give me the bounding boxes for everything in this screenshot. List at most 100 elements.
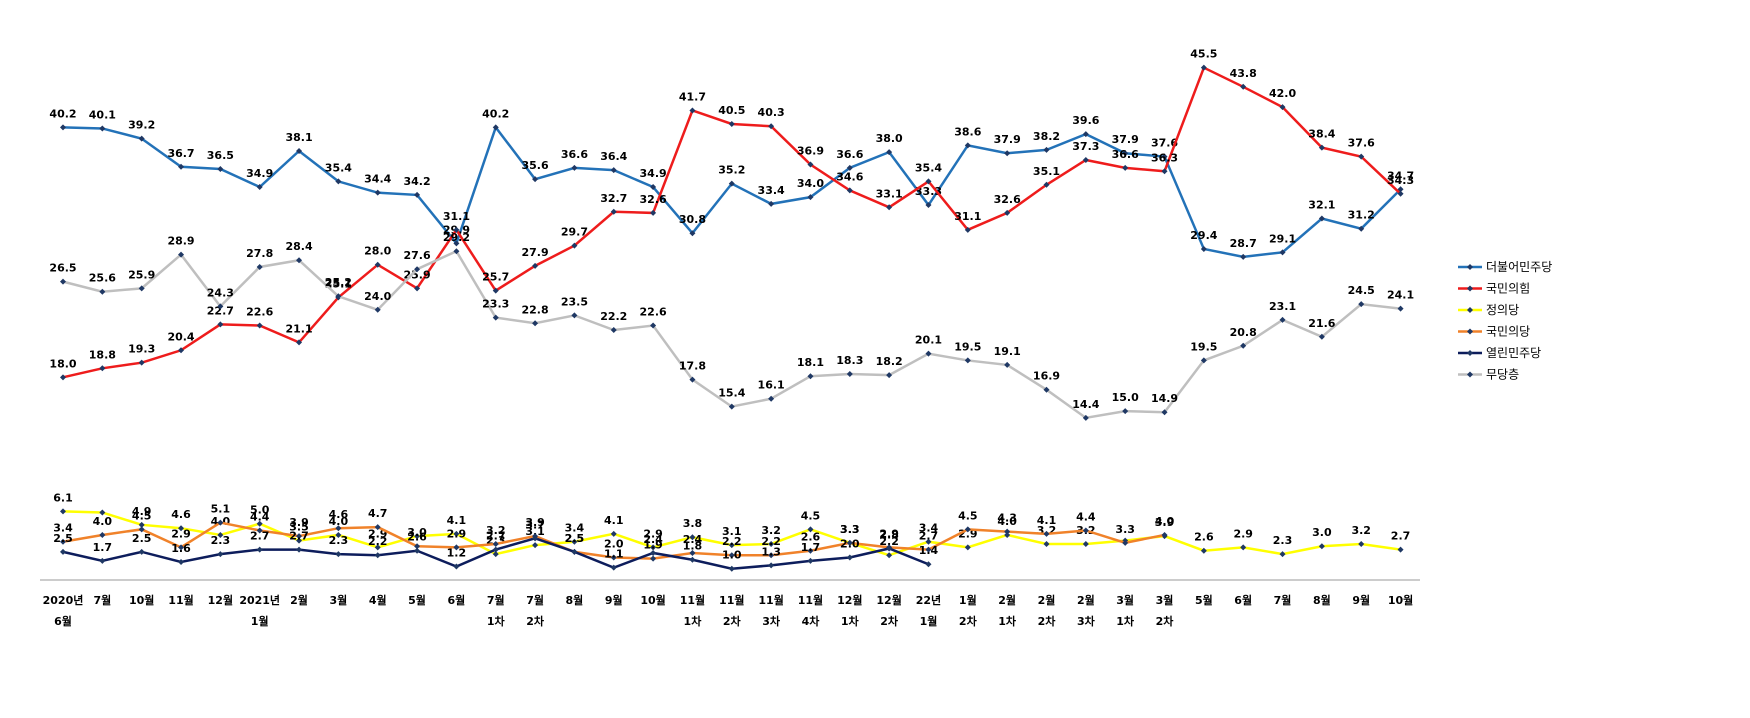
x-tick-line: 12월 [876, 593, 901, 607]
point-marker [1318, 215, 1325, 222]
data-label: 1.0 [722, 549, 742, 562]
x-tick-label: 2월 1차 [998, 593, 1017, 628]
point-marker [1358, 301, 1365, 308]
legend-marker [1467, 371, 1473, 378]
data-label: 14.9 [1151, 392, 1178, 405]
point-marker [610, 564, 617, 571]
point-marker [886, 372, 893, 379]
point-marker [964, 357, 971, 364]
point-marker [1200, 357, 1207, 364]
x-tick-line: 11월 [719, 593, 744, 607]
point-marker [414, 266, 421, 273]
data-label: 23.3 [482, 298, 509, 311]
data-label: 37.6 [1348, 137, 1375, 150]
point-marker [178, 558, 185, 565]
data-label: 2.7 [1391, 530, 1411, 543]
point-marker [453, 530, 460, 537]
point-marker [414, 547, 421, 554]
data-label: 3.7 [525, 518, 545, 531]
point-marker [1043, 540, 1050, 547]
data-label: 18.8 [89, 348, 116, 361]
point-marker [1122, 150, 1129, 157]
point-marker [571, 312, 578, 319]
data-label: 28.7 [1230, 237, 1257, 250]
point-marker [1161, 153, 1168, 160]
point-marker [1082, 131, 1089, 138]
point-marker [610, 530, 617, 537]
point-marker [335, 293, 342, 300]
data-label: 3.1 [722, 525, 742, 538]
data-label: 2.3 [211, 534, 231, 547]
data-label: 1.7 [801, 541, 821, 554]
x-tick-label: 6월 [1234, 593, 1252, 607]
data-label: 38.1 [285, 131, 312, 144]
point-marker [217, 303, 224, 310]
data-label: 27.8 [246, 247, 273, 260]
point-marker [728, 542, 735, 549]
data-label: 1.7 [93, 541, 113, 554]
data-label: 14.4 [1072, 398, 1099, 411]
x-tick-line: 3월 [1116, 593, 1134, 607]
point-marker [1397, 190, 1404, 197]
data-label: 4.0 [329, 515, 349, 528]
x-tick-line: 3차 [762, 614, 781, 628]
point-marker [256, 520, 263, 527]
point-marker [925, 350, 932, 357]
data-label: 16.1 [758, 379, 785, 392]
data-label: 2.5 [53, 532, 73, 545]
data-label: 22.6 [246, 306, 273, 319]
x-tick-label: 9월 [1352, 593, 1370, 607]
point-marker [728, 180, 735, 187]
point-marker [1004, 531, 1011, 538]
x-tick-line: 2차 [959, 614, 978, 628]
data-label: 4.0 [997, 515, 1017, 528]
x-tick-line: 1차 [998, 614, 1017, 628]
data-label: 28.9 [167, 235, 194, 248]
point-marker [1318, 144, 1325, 151]
data-label: 4.7 [368, 507, 388, 520]
point-marker [768, 123, 775, 130]
data-label: 30.8 [679, 213, 706, 226]
data-label: 4.1 [604, 514, 624, 527]
data-label: 22.2 [600, 310, 627, 323]
data-label: 33.1 [876, 187, 903, 200]
data-label: 3.4 [53, 522, 73, 535]
point-marker [217, 519, 224, 526]
data-label: 19.5 [954, 340, 981, 353]
point-marker [1122, 539, 1129, 546]
point-marker [99, 288, 106, 295]
data-label: 4.4 [1076, 510, 1096, 523]
point-marker [964, 526, 971, 533]
point-marker [846, 164, 853, 171]
data-label: 4.9 [132, 505, 152, 518]
point-marker [650, 549, 657, 556]
point-marker [178, 251, 185, 258]
point-marker [492, 314, 499, 321]
point-marker [925, 538, 932, 545]
point-marker [846, 539, 853, 546]
x-tick-line: 5월 [408, 593, 426, 607]
point-marker [1397, 305, 1404, 312]
x-tick-line: 9월 [605, 593, 623, 607]
data-label: 42.0 [1269, 87, 1296, 100]
x-tick-label: 22년 1월 [916, 593, 941, 628]
point-marker [1004, 528, 1011, 535]
x-tick-line: 9월 [1352, 593, 1370, 607]
data-label: 2.9 [643, 527, 663, 540]
point-marker [492, 540, 499, 547]
x-tick-line: 2월 [290, 593, 308, 607]
data-label: 4.5 [958, 509, 978, 522]
x-tick-line: 11월 [680, 593, 705, 607]
point-marker [60, 278, 66, 285]
data-label: 19.3 [128, 343, 155, 356]
data-label: 36.7 [167, 147, 194, 160]
x-tick-line: 2차 [723, 614, 742, 628]
data-label: 19.5 [1190, 340, 1217, 353]
point-marker [374, 306, 381, 313]
point-marker [768, 552, 775, 559]
point-marker [571, 164, 578, 171]
data-label: 1.6 [171, 542, 191, 555]
x-tick-line: 2월 [998, 593, 1016, 607]
x-tick-label: 3월 2차 [1156, 593, 1175, 628]
point-marker [296, 546, 303, 553]
